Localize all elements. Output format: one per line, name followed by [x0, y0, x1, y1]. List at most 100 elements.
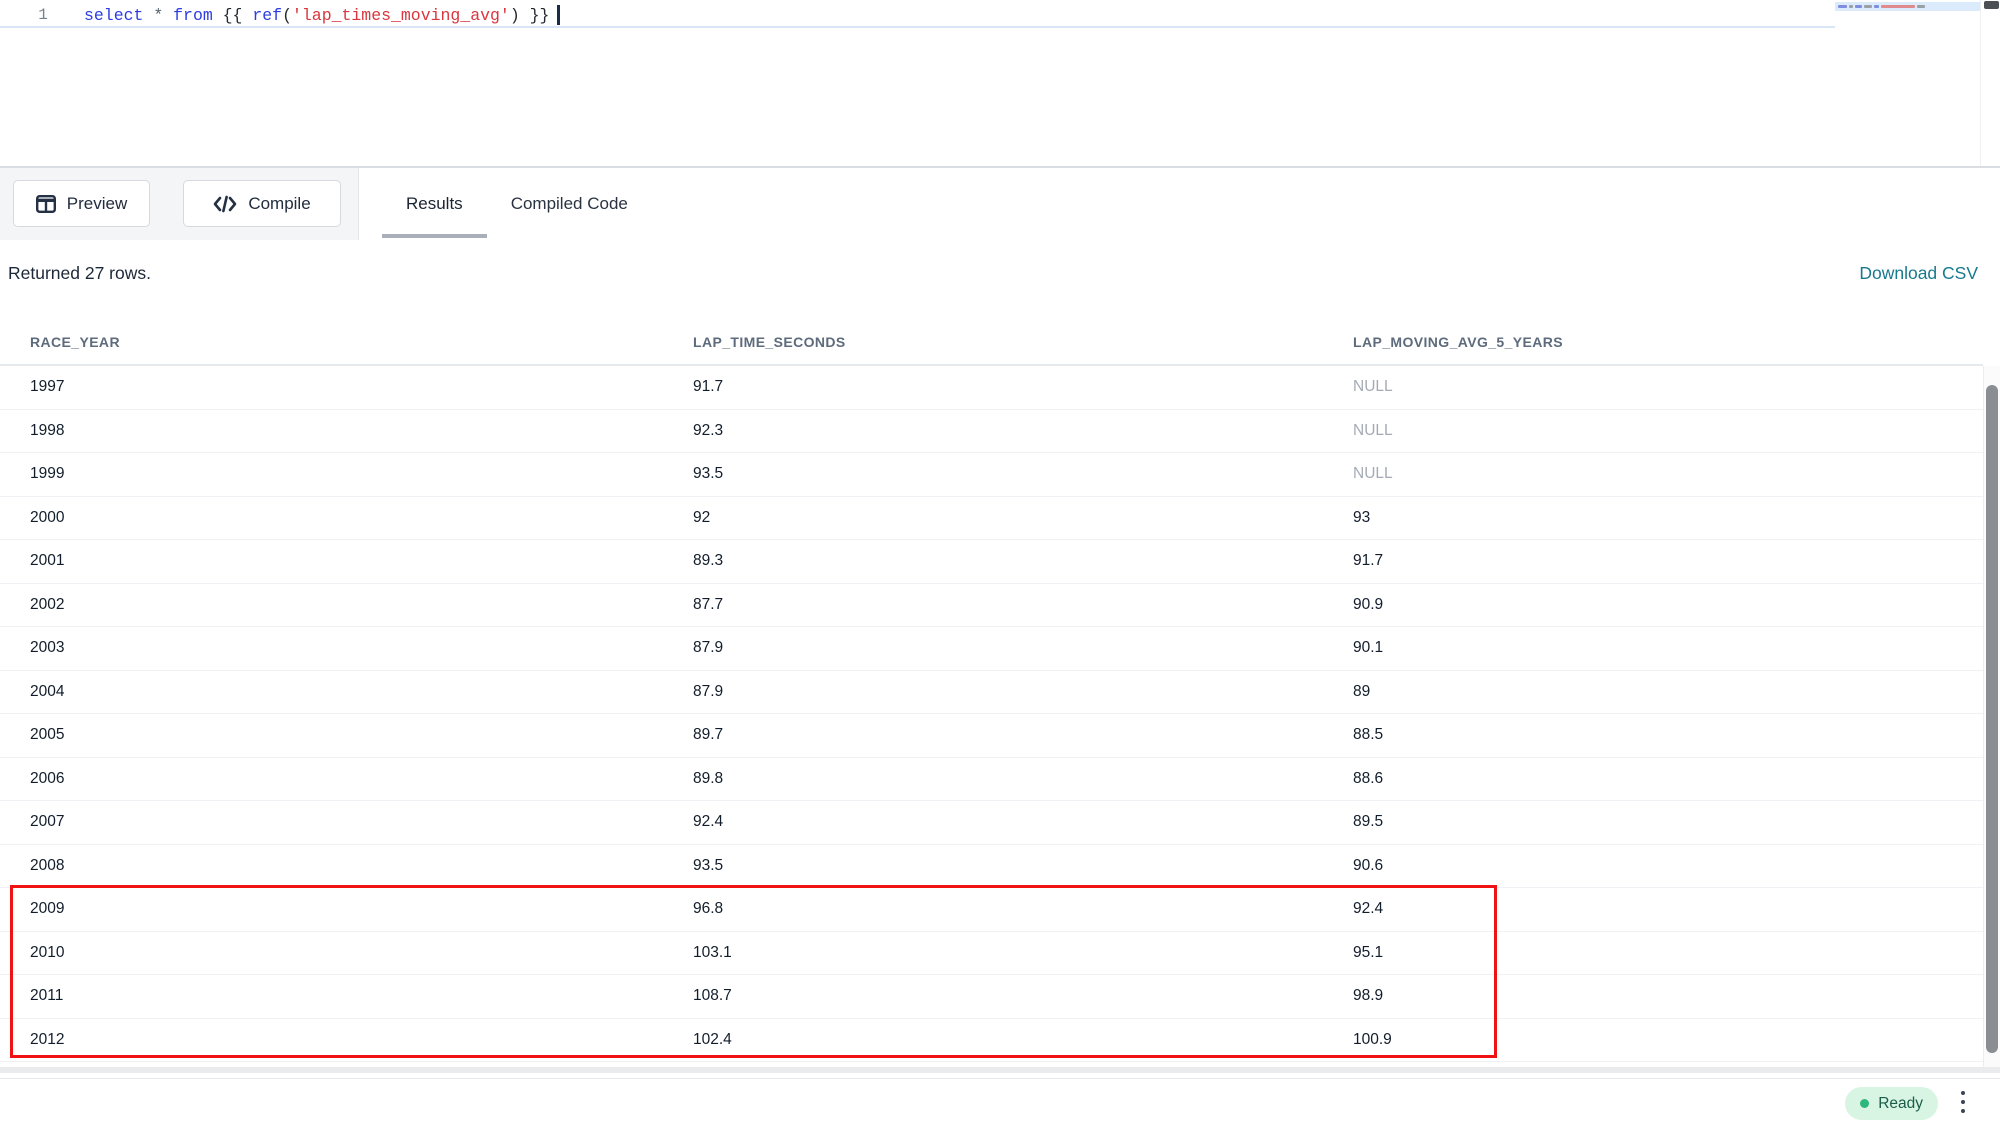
toolbar-button-group: Preview Compile: [0, 168, 358, 240]
tab-results[interactable]: Results: [382, 168, 487, 240]
table-cell: 1999: [30, 465, 65, 482]
table-cell: 1997: [30, 378, 65, 395]
table-cell: 2012: [30, 1030, 65, 1048]
table-cell: NULL: [1353, 465, 1393, 482]
table-grid-icon: [35, 194, 56, 213]
results-toolbar: Preview Compile Results Compiled Code: [0, 168, 2000, 240]
table-row: 2011 108.7 98.9: [0, 975, 1983, 1019]
table-cell: 93: [1353, 508, 1371, 526]
table-cell: 89.3: [693, 552, 724, 569]
code-editor[interactable]: 1 select * from {{ ref('lap_times_moving…: [0, 0, 2000, 166]
table-cell: 89.5: [1353, 813, 1384, 830]
table-cell: 95.1: [1353, 943, 1384, 961]
table-cell: 2003: [30, 639, 65, 656]
toolbar-divider: [358, 168, 359, 240]
editor-scrollbar-thumb[interactable]: [1984, 1, 1999, 9]
table-cell: 90.6: [1353, 856, 1384, 874]
table-row: 2002 87.7 90.9: [0, 583, 1983, 627]
ready-status-badge: Ready: [1845, 1087, 1938, 1120]
vertical-scrollbar-track[interactable]: [1983, 366, 2000, 1068]
table-cell: 92.4: [693, 813, 724, 830]
minimap-mark: [1917, 5, 1925, 8]
kebab-menu-icon[interactable]: [1955, 1086, 1971, 1118]
table-cell: 89.8: [693, 769, 724, 787]
table-row: 2003 87.9 90.1: [0, 627, 1983, 671]
table-cell: 103.1: [693, 943, 732, 961]
current-code-line[interactable]: 1 select * from {{ ref('lap_times_moving…: [0, 2, 1835, 28]
table-cell: 2011: [30, 987, 64, 1004]
tab-compiled-code[interactable]: Compiled Code: [487, 168, 652, 240]
minimap-mark: [1838, 5, 1847, 8]
code-line-content[interactable]: select * from {{ ref('lap_times_moving_a…: [84, 5, 560, 27]
text-cursor: [557, 5, 560, 25]
table-cell: 108.7: [693, 987, 732, 1004]
table-row: 1998 92.3 NULL: [0, 409, 1983, 453]
column-header-lap-time-seconds[interactable]: LAP_TIME_SECONDS: [693, 334, 846, 350]
table-cell: 2002: [30, 595, 65, 613]
table-cell: 100.9: [1353, 1030, 1392, 1048]
tab-results-label: Results: [406, 194, 463, 213]
table-cell: 88.6: [1353, 769, 1384, 787]
table-cell: 96.8: [693, 900, 724, 917]
table-row: 1997 91.7 NULL: [0, 366, 1983, 410]
table-cell: 102.4: [693, 1030, 732, 1048]
table-cell: 2000: [30, 508, 65, 526]
table-row: 2006 89.8 88.6: [0, 757, 1983, 801]
table-cell: 90.1: [1353, 639, 1384, 656]
table-cell: 93.5: [693, 856, 724, 874]
table-cell: 89.7: [693, 726, 724, 743]
table-cell: 91.7: [693, 378, 724, 395]
table-row: 2007 92.4 89.5: [0, 801, 1983, 845]
table-header-divider: [0, 364, 1983, 366]
table-cell: 98.9: [1353, 987, 1384, 1004]
table-row: 2000 92 93: [0, 496, 1983, 540]
table-cell: 1998: [30, 421, 65, 439]
minimap-mark: [1855, 5, 1862, 8]
column-header-race-year[interactable]: RACE_YEAR: [30, 334, 120, 350]
tab-compiled-code-label: Compiled Code: [510, 194, 628, 213]
compile-button[interactable]: Compile: [183, 180, 341, 227]
table-row: 2010 103.1 95.1: [0, 931, 1983, 975]
table-cell: 2001: [30, 552, 65, 569]
table-header-row: RACE_YEAR LAP_TIME_SECONDS LAP_MOVING_AV…: [0, 330, 1983, 364]
table-cell: 87.7: [693, 595, 724, 613]
table-cell: 87.9: [693, 682, 724, 700]
preview-button-label: Preview: [66, 193, 128, 213]
minimap[interactable]: [1835, 2, 1980, 11]
green-status-dot-icon: [1860, 1099, 1870, 1108]
table-cell: 2007: [30, 813, 65, 830]
preview-button[interactable]: Preview: [13, 180, 150, 227]
minimap-mark: [1849, 5, 1853, 8]
table-cell: 2006: [30, 769, 65, 787]
table-row: 2012 102.4 100.9: [0, 1018, 1983, 1062]
table-row: 2005 89.7 88.5: [0, 714, 1983, 758]
table-cell: 92: [693, 508, 711, 526]
horizontal-scrollbar-track[interactable]: [0, 1067, 2000, 1073]
table-cell: 2009: [30, 900, 65, 917]
table-cell: 87.9: [693, 639, 724, 656]
table-cell: NULL: [1353, 378, 1393, 395]
table-cell: 92.4: [1353, 900, 1384, 917]
table-row: 2001 89.3 91.7: [0, 540, 1983, 584]
row-count-summary: Returned 27 rows.: [8, 263, 151, 283]
table-cell: 2004: [30, 682, 65, 700]
ready-status-label: Ready: [1878, 1094, 1923, 1112]
vertical-scrollbar-thumb[interactable]: [1985, 385, 1998, 1053]
table-cell: 88.5: [1353, 726, 1384, 743]
compile-button-label: Compile: [248, 193, 311, 213]
results-table-body: 1997 91.7 NULL 1998 92.3 NULL 1999 93.5 NULL 2000…: [0, 366, 1983, 1062]
table-cell: 93.5: [693, 465, 724, 482]
table-row: 1999 93.5 NULL: [0, 453, 1983, 497]
table-cell: 2005: [30, 726, 65, 743]
minimap-mark: [1881, 5, 1915, 8]
table-cell: 2008: [30, 856, 65, 874]
minimap-mark: [1874, 5, 1879, 8]
table-cell: 89: [1353, 682, 1371, 700]
results-tabs: Results Compiled Code: [382, 168, 652, 240]
column-header-lap-moving-avg[interactable]: LAP_MOVING_AVG_5_YEARS: [1353, 334, 1564, 350]
minimap-divider: [1980, 0, 1981, 166]
code-brackets-icon: [213, 195, 237, 213]
download-csv-link[interactable]: Download CSV: [1859, 263, 1978, 283]
table-row: 2008 93.5 90.6: [0, 844, 1983, 888]
table-cell: NULL: [1353, 421, 1393, 439]
